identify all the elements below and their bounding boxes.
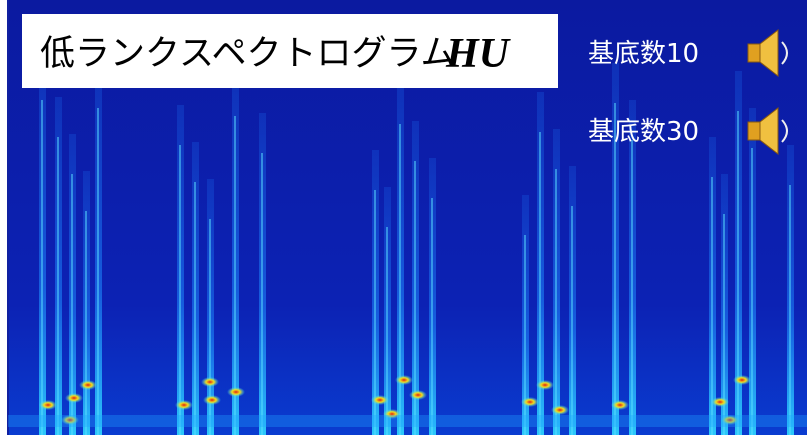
spectrogram-detail xyxy=(61,415,79,425)
title-text: 低ランクスペクトログラム xyxy=(40,34,455,74)
spectrogram-detail xyxy=(194,182,196,435)
spectrogram-detail xyxy=(179,145,181,435)
spectrogram-detail xyxy=(614,103,616,435)
spectrogram-detail xyxy=(551,405,569,415)
spectrogram-detail xyxy=(414,161,416,435)
spectrogram-detail xyxy=(8,415,807,427)
spectrogram-detail xyxy=(85,211,87,435)
title-math: HU xyxy=(445,31,512,77)
spectrogram-detail xyxy=(371,395,389,405)
spectrogram-detail xyxy=(209,219,211,435)
spectrogram-detail xyxy=(737,111,739,435)
spectrogram-detail xyxy=(555,169,557,435)
spectrogram-detail xyxy=(383,409,401,419)
spectrogram-detail xyxy=(203,395,221,405)
speaker-icon[interactable] xyxy=(747,28,788,78)
spectrogram-detail xyxy=(374,190,376,435)
spectrogram-detail xyxy=(721,415,739,425)
spectrogram-detail xyxy=(631,140,633,435)
spectrogram-detail xyxy=(711,177,713,435)
spectrogram-detail xyxy=(234,116,236,435)
audio-label: 基底数30 xyxy=(588,117,699,147)
spectrogram-detail xyxy=(571,206,573,435)
spectrogram-detail xyxy=(723,214,725,435)
spectrogram-detail xyxy=(71,174,73,435)
spectrogram-detail xyxy=(789,185,791,435)
spectrogram-detail xyxy=(536,380,554,390)
spectrogram-detail xyxy=(97,108,99,435)
spectrogram-detail xyxy=(201,377,219,387)
title-box xyxy=(22,14,558,88)
spectrogram-detail xyxy=(711,397,729,407)
spectrogram-detail xyxy=(175,400,193,410)
spectrogram-detail xyxy=(57,137,59,435)
spectrogram-detail xyxy=(39,400,57,410)
spectrogram-detail xyxy=(733,375,751,385)
spectrogram-detail xyxy=(386,227,388,435)
spectrogram-detail xyxy=(41,100,43,435)
spectrogram-detail xyxy=(261,153,263,435)
spectrogram-detail xyxy=(399,124,401,435)
spectrogram-detail xyxy=(227,387,245,397)
speaker-icon[interactable] xyxy=(747,106,788,156)
audio-label: 基底数10 xyxy=(588,39,699,69)
spectrogram-detail xyxy=(521,397,539,407)
spectrogram-detail xyxy=(409,390,427,400)
spectrogram-detail xyxy=(431,198,433,435)
spectrogram-detail xyxy=(524,235,526,435)
spectrogram-detail xyxy=(395,375,413,385)
spectrogram-stripes xyxy=(8,60,807,435)
spectrogram-detail xyxy=(751,148,753,435)
spectrogram-detail xyxy=(611,400,629,410)
spectrogram-detail xyxy=(539,132,541,435)
spectrogram-detail xyxy=(65,393,83,403)
spectrogram-detail xyxy=(79,380,97,390)
